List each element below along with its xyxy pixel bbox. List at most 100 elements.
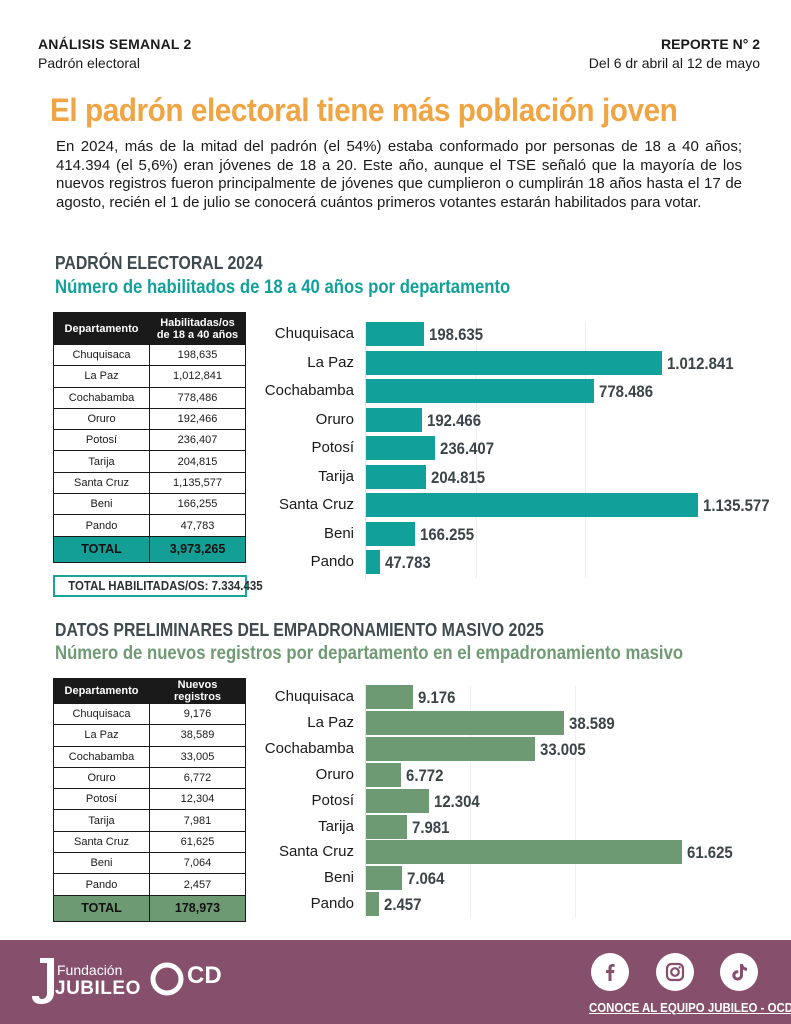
jubileo-logo-icon bbox=[32, 958, 54, 1004]
table-cell: 61,625 bbox=[149, 830, 246, 854]
table-cell: 198,635 bbox=[149, 343, 246, 367]
table-row: Potosí 12,304 bbox=[53, 788, 246, 811]
bar-value-label: 7.981 bbox=[411, 817, 450, 837]
table-header-value: Nuevos registros bbox=[149, 678, 246, 704]
total-label: TOTAL bbox=[53, 535, 150, 563]
table-cell: 12,304 bbox=[149, 788, 246, 811]
table-cell: La Paz bbox=[53, 724, 150, 747]
table-cell: 2,457 bbox=[149, 873, 246, 896]
chart-axis-line bbox=[365, 322, 366, 579]
bar bbox=[366, 788, 430, 813]
table-cell: Potosí bbox=[53, 429, 150, 452]
table-header-row: Departamento Habilitadas/os de 18 a 40 a… bbox=[53, 312, 246, 345]
table-cell: Santa Cruz bbox=[53, 830, 150, 854]
conoce-equipo-link[interactable]: CONOCE AL EQUIPO JUBILEO - OCD bbox=[589, 1000, 791, 1015]
bar-value-label: 166.255 bbox=[419, 524, 474, 544]
bar-category-label: Tarija bbox=[318, 467, 354, 485]
intro-paragraph: En 2024, más de la mitad del padrón (el … bbox=[56, 138, 742, 211]
bar-category-label: Oruro bbox=[315, 410, 354, 428]
table-cell: Chuquisaca bbox=[53, 343, 150, 367]
padron-table: Departamento Habilitadas/os de 18 a 40 a… bbox=[53, 312, 246, 563]
ocd-label: CD bbox=[187, 962, 222, 989]
bar bbox=[366, 762, 401, 787]
table-cell: La Paz bbox=[53, 365, 150, 388]
table-cell: 33,005 bbox=[149, 745, 246, 768]
table-row: Pando 47,783 bbox=[53, 514, 246, 537]
ocd-logo-icon bbox=[150, 962, 184, 996]
bar-category-label: Chuquisaca bbox=[274, 325, 354, 342]
table-cell: 192,466 bbox=[149, 407, 246, 431]
table-header-dept: Departamento bbox=[53, 312, 150, 345]
bar bbox=[366, 322, 425, 346]
table-header-dept: Departamento bbox=[53, 678, 150, 704]
bar-value-label: 204.815 bbox=[430, 467, 485, 487]
table-row: Cochabamba 33,005 bbox=[53, 745, 246, 768]
chart-gridline bbox=[475, 322, 477, 579]
bar bbox=[366, 736, 536, 761]
table-row: Potosí 236,407 bbox=[53, 429, 246, 452]
table-row: Beni 7,064 bbox=[53, 852, 246, 875]
total-label: TOTAL bbox=[53, 894, 150, 922]
table-row: Oruro 6,772 bbox=[53, 766, 246, 790]
bar-category-label: Cochabamba bbox=[264, 382, 354, 399]
table-cell: Cochabamba bbox=[53, 745, 150, 768]
bar-category-label: Beni bbox=[323, 869, 354, 887]
table-row: Tarija 7,981 bbox=[53, 809, 246, 832]
section2-subtitle: Número de nuevos registros por departame… bbox=[55, 643, 684, 664]
registros-bar-chart: Chuquisaca 9.176 La Paz 38.589 Cochabamba 33.… bbox=[250, 685, 791, 919]
table-cell: Oruro bbox=[53, 407, 150, 431]
table-cell: 38,589 bbox=[149, 724, 246, 747]
bar-category-label: Tarija bbox=[318, 817, 354, 835]
registros-table: Departamento Nuevos registros Chuquisaca… bbox=[53, 678, 246, 922]
table-cell: 7,064 bbox=[149, 852, 246, 875]
section1-title: PADRÓN ELECTORAL 2024 bbox=[55, 253, 263, 273]
bar bbox=[366, 550, 380, 574]
table-cell: 236,407 bbox=[149, 429, 246, 452]
table-total-row: TOTAL 3,973,265 bbox=[53, 535, 246, 563]
tiktok-icon[interactable] bbox=[720, 953, 758, 991]
table-cell: Potosí bbox=[53, 788, 150, 811]
bar bbox=[366, 407, 423, 432]
table-row: Beni 166,255 bbox=[53, 493, 246, 516]
jubileo-label: JUBILEO bbox=[55, 978, 141, 999]
bar-category-label: Oruro bbox=[315, 765, 354, 783]
bar-category-label: Potosí bbox=[311, 439, 354, 456]
bar-value-label: 1.012.841 bbox=[667, 353, 734, 373]
bar-value-label: 33.005 bbox=[540, 739, 586, 759]
bar-category-label: Santa Cruz bbox=[278, 496, 354, 513]
bar bbox=[366, 685, 414, 709]
bar bbox=[366, 464, 426, 489]
analysis-kicker: ANÁLISIS SEMANAL 2 bbox=[38, 36, 192, 52]
section1-subtitle: Número de habilitados de 18 a 40 años po… bbox=[55, 277, 511, 298]
instagram-icon[interactable] bbox=[656, 953, 694, 991]
bar-category-label: Cochabamba bbox=[264, 739, 354, 757]
table-cell: 47,783 bbox=[149, 514, 246, 537]
table-cell: Pando bbox=[53, 514, 150, 537]
table-cell: Tarija bbox=[53, 450, 150, 473]
page-title: El padrón electoral tiene más población … bbox=[50, 92, 678, 128]
bar-category-label: Beni bbox=[323, 524, 354, 542]
table-cell: 6,772 bbox=[149, 766, 246, 790]
table-cell: Chuquisaca bbox=[53, 702, 150, 726]
table-cell: Oruro bbox=[53, 766, 150, 790]
bar-value-label: 7.064 bbox=[407, 869, 445, 889]
bar bbox=[366, 436, 436, 460]
table-cell: Beni bbox=[53, 852, 150, 875]
bar bbox=[366, 710, 564, 735]
table-cell: 1,012,841 bbox=[149, 365, 246, 388]
table-cell: 7,981 bbox=[149, 809, 246, 832]
bar bbox=[366, 892, 379, 917]
bar-value-label: 6.772 bbox=[405, 765, 444, 785]
bar-value-label: 2.457 bbox=[383, 895, 422, 915]
bar-value-label: 1.135.577 bbox=[703, 496, 770, 515]
bar-value-label: 9.176 bbox=[418, 688, 456, 707]
table-cell: Pando bbox=[53, 873, 150, 896]
chart-gridline bbox=[585, 322, 587, 579]
bar-value-label: 12.304 bbox=[434, 791, 480, 811]
bar-value-label: 38.589 bbox=[568, 713, 615, 733]
facebook-icon[interactable] bbox=[591, 953, 629, 991]
total-value: 3,973,265 bbox=[149, 535, 246, 563]
bar-value-label: 47.783 bbox=[384, 553, 431, 572]
chart-axis-line bbox=[365, 685, 366, 919]
table-row: Tarija 204,815 bbox=[53, 450, 246, 473]
